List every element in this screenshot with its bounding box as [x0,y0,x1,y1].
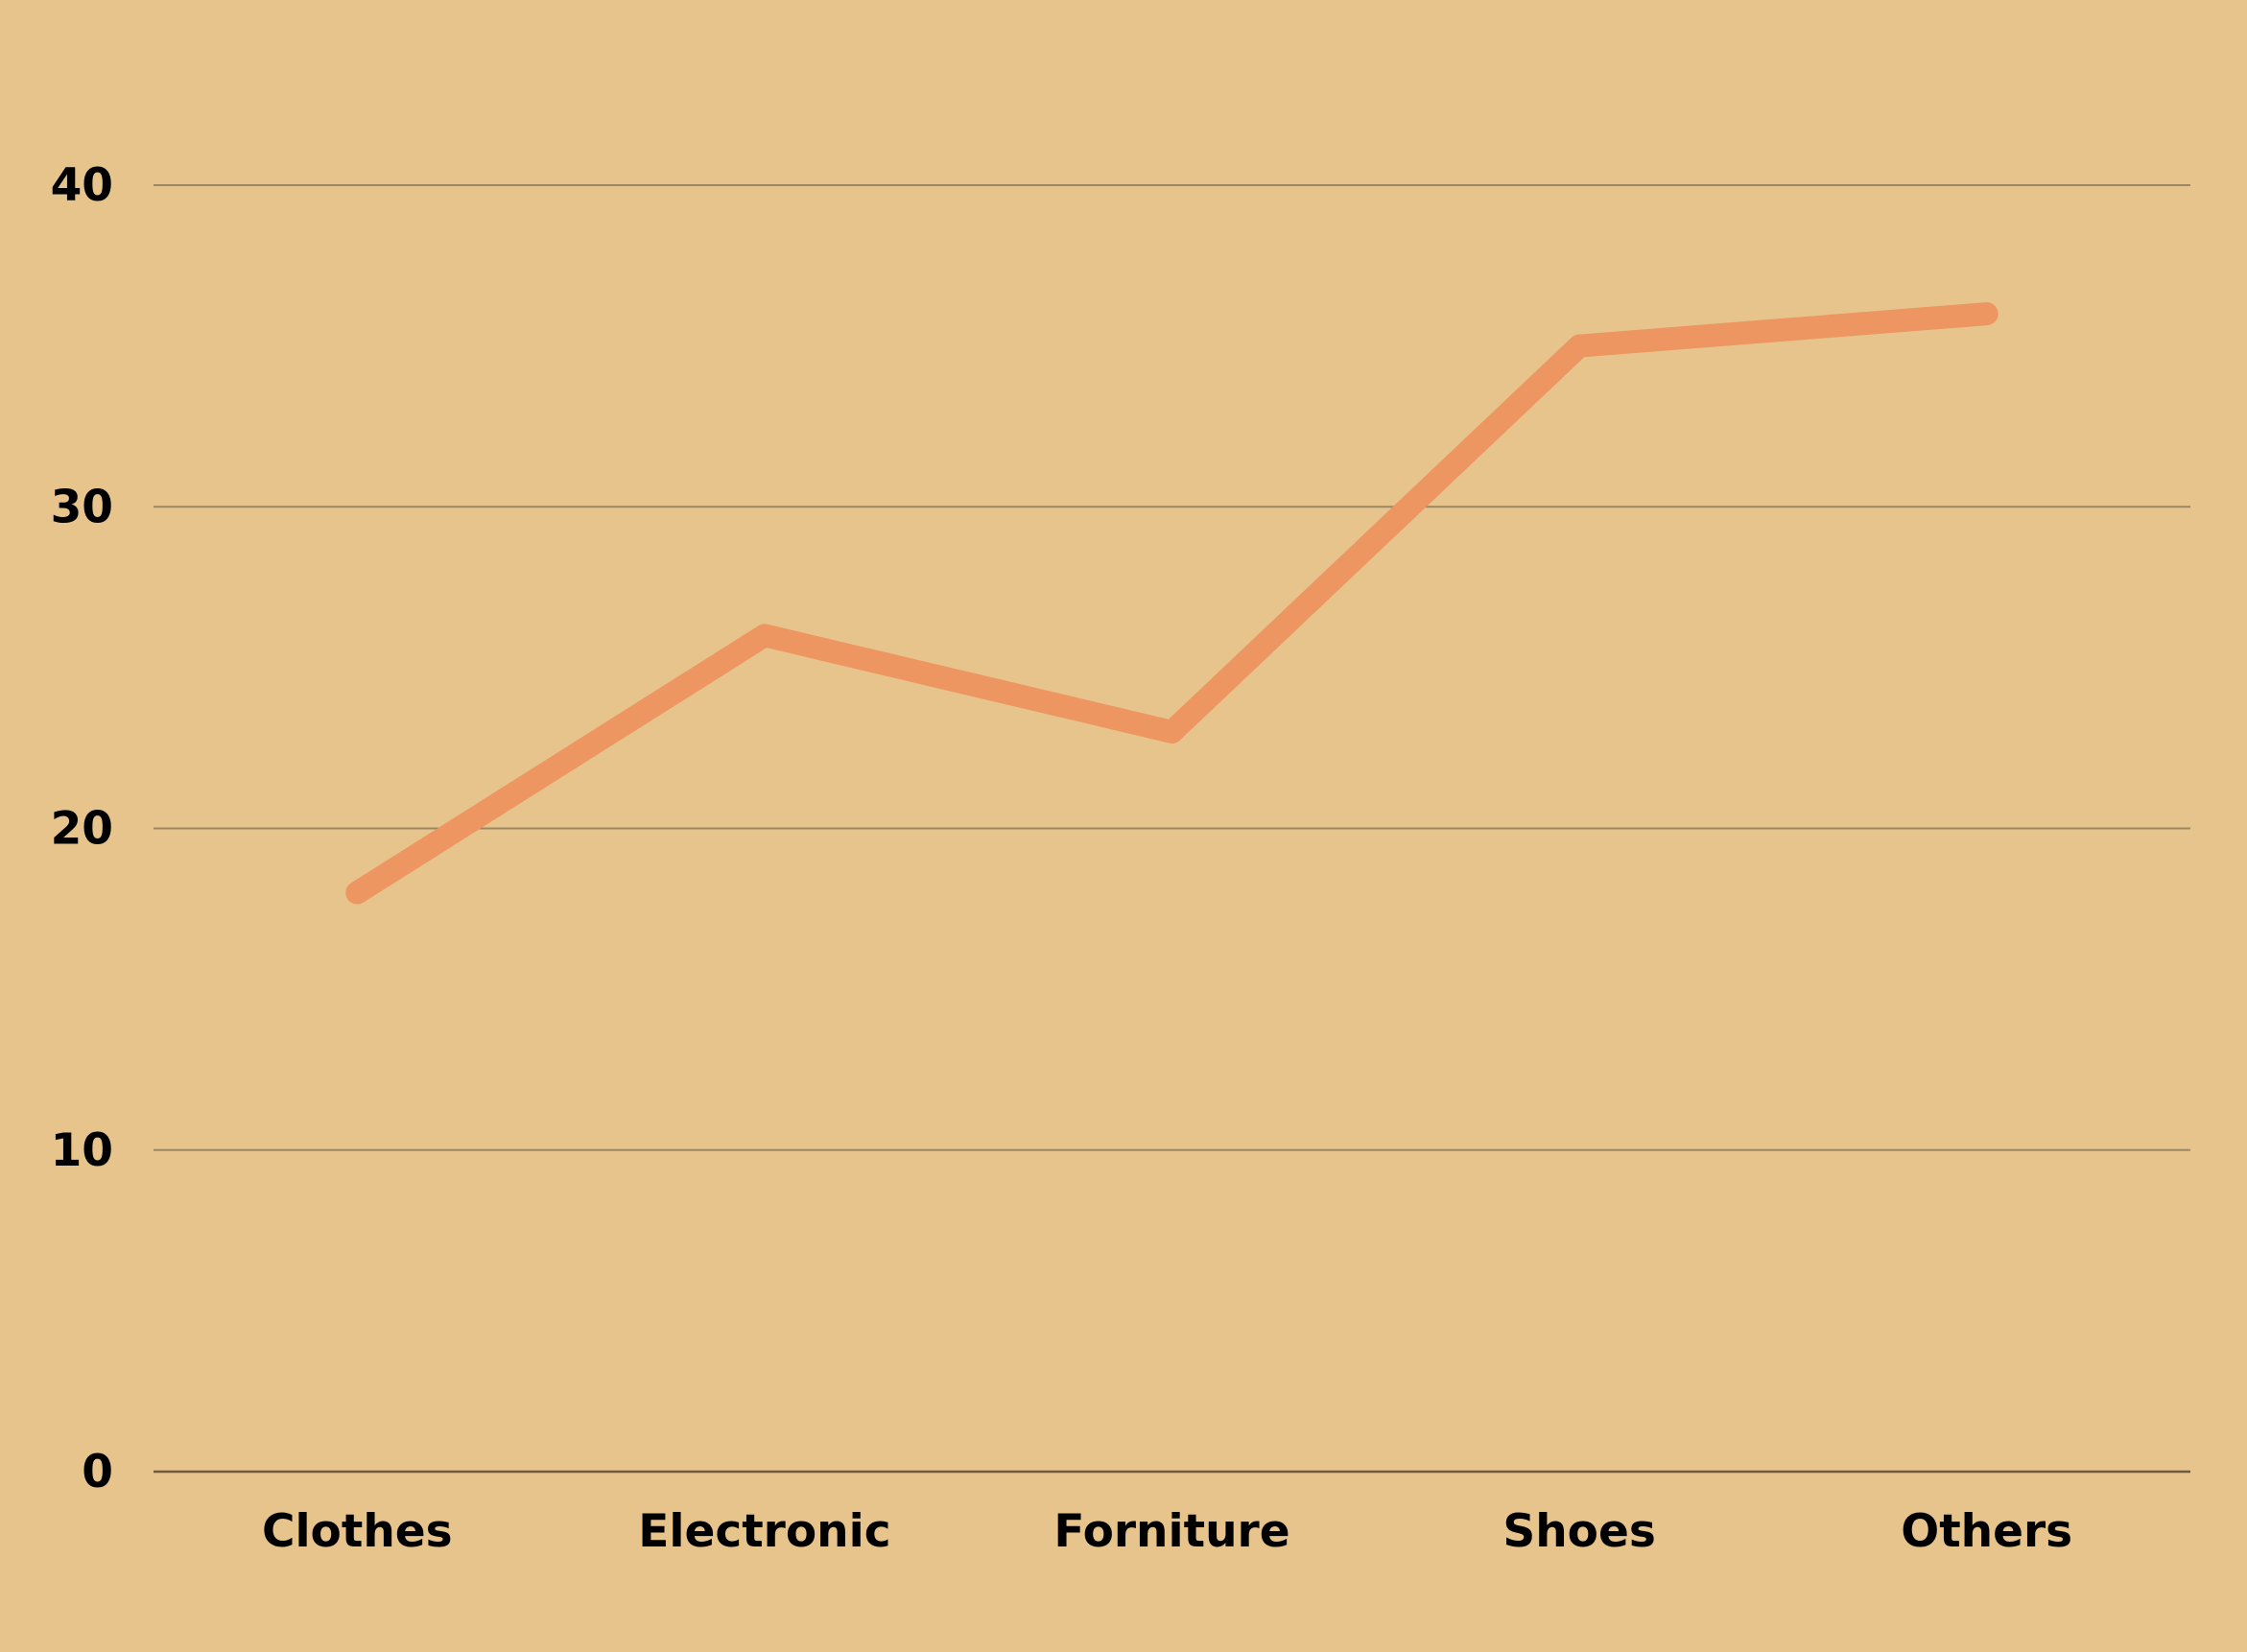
data-point [356,891,359,894]
y-tick-label: 40 [51,159,113,212]
y-axis-tick-labels: 0 10 20 30 40 [51,159,113,1499]
x-tick-label: Others [1901,1505,2072,1558]
x-tick-label: Forniture [1053,1505,1289,1558]
x-tick-label: Clothes [262,1505,453,1558]
data-point [1578,344,1581,347]
x-tick-label: Shoes [1502,1505,1655,1558]
y-tick-label: 0 [82,1446,113,1499]
x-axis-tick-labels: Clothes Electronic Forniture Shoes Others [262,1505,2072,1558]
series-lines [345,302,1999,905]
y-tick-label: 20 [51,803,113,856]
y-tick-label: 10 [51,1124,113,1177]
data-point [1171,730,1173,733]
y-tick-label: 30 [51,481,113,533]
data-point [1985,313,1988,316]
data-point [763,634,766,637]
x-tick-label: Electronic [638,1505,890,1558]
gridlines [154,184,2190,1474]
